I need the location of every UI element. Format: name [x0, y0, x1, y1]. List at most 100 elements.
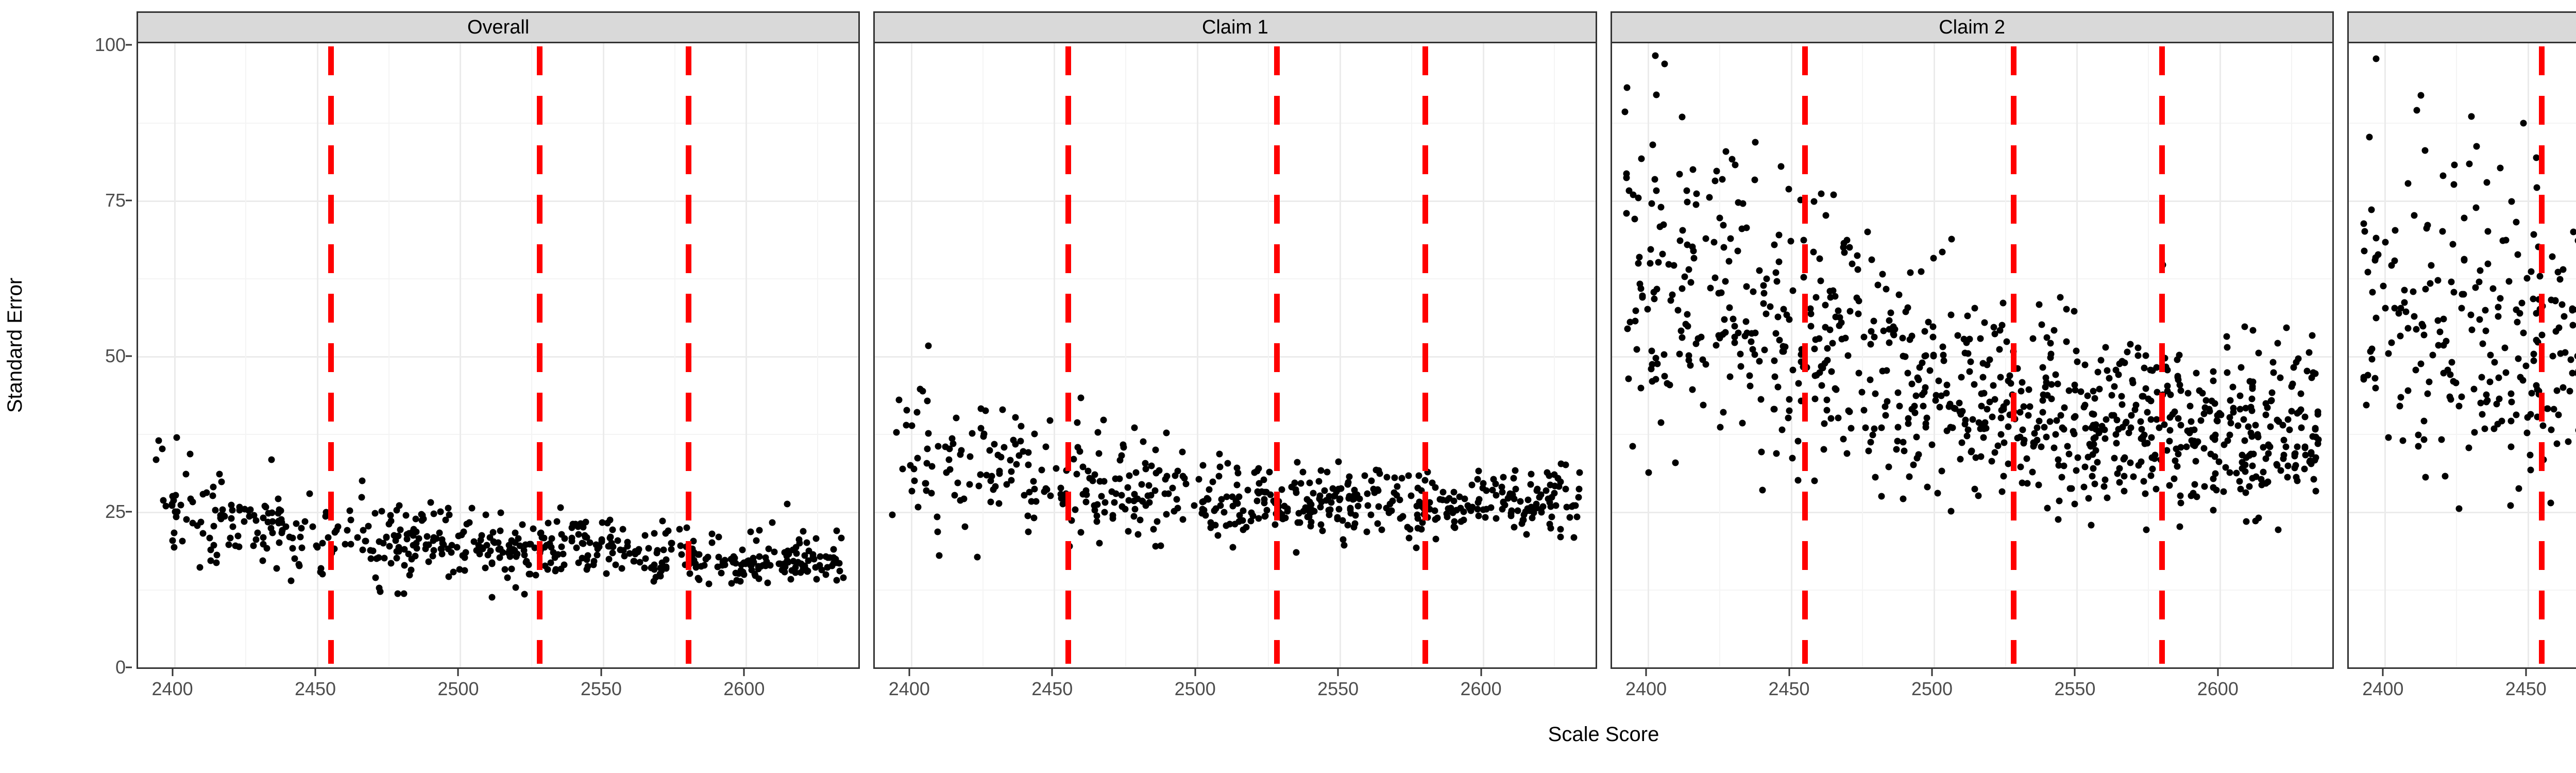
data-point: [1408, 492, 1415, 499]
data-point: [1819, 364, 1826, 372]
data-point: [708, 539, 716, 546]
data-point: [1759, 486, 1766, 494]
data-point: [2071, 308, 2078, 315]
data-point: [1623, 174, 1630, 181]
data-point: [1260, 476, 1267, 483]
data-point: [2036, 417, 2043, 425]
data-point: [1317, 521, 1325, 528]
data-point: [599, 519, 606, 526]
data-point: [1772, 330, 1780, 337]
data-point: [2366, 133, 2373, 141]
data-point: [838, 534, 845, 542]
data-point: [659, 517, 666, 525]
data-point: [1760, 300, 1767, 307]
data-point: [683, 524, 690, 531]
data-point: [1908, 380, 1916, 388]
data-point: [171, 544, 178, 551]
data-point: [1777, 163, 1785, 170]
data-point: [1929, 333, 1937, 341]
data-point: [1748, 338, 1755, 345]
data-point: [1739, 419, 1746, 427]
data-point: [2495, 313, 2502, 320]
gridline-minor-vertical: [1862, 43, 1863, 667]
data-point: [1415, 472, 1422, 479]
data-point: [1930, 352, 1937, 360]
data-point: [2434, 317, 2442, 324]
data-point: [2364, 268, 2371, 276]
data-point: [1669, 291, 1676, 298]
data-point: [393, 554, 400, 562]
data-point: [2175, 415, 2182, 422]
data-point: [213, 559, 220, 566]
data-point: [408, 566, 415, 574]
data-point: [2081, 361, 2089, 368]
data-point: [899, 465, 906, 473]
data-point: [1150, 526, 1157, 533]
data-point: [1716, 214, 1723, 222]
data-point: [586, 539, 594, 546]
data-point: [1878, 424, 1885, 431]
data-point: [1935, 377, 1942, 384]
data-point: [2124, 348, 2131, 356]
data-point: [2455, 505, 2463, 512]
data-point: [1335, 458, 1342, 465]
data-point: [1780, 306, 1787, 313]
data-point: [1869, 431, 1876, 439]
data-point: [2174, 463, 2181, 470]
gridline-major-vertical: [1482, 43, 1484, 667]
data-point: [1018, 423, 1025, 430]
data-point: [1702, 361, 1709, 368]
data-point: [1760, 282, 1767, 289]
data-point: [2176, 351, 2183, 359]
data-point: [765, 545, 772, 552]
data-point: [2129, 377, 2136, 384]
data-point: [1112, 490, 1120, 497]
data-point: [527, 570, 534, 578]
data-point: [641, 564, 648, 572]
data-point: [2501, 344, 2509, 351]
data-point: [547, 559, 554, 566]
data-point: [429, 552, 436, 560]
data-point: [784, 557, 791, 564]
data-point: [1125, 528, 1131, 535]
data-point: [1785, 414, 1792, 422]
data-point: [2177, 444, 2184, 451]
data-point: [1921, 389, 1928, 396]
data-point: [2127, 459, 2134, 466]
data-point: [1047, 492, 1054, 499]
data-point: [1191, 502, 1198, 509]
data-point: [1261, 513, 1268, 520]
data-point: [2081, 463, 2089, 470]
data-point: [391, 532, 398, 539]
data-point: [1324, 468, 1331, 476]
data-point: [755, 565, 762, 573]
data-point: [2048, 395, 2055, 402]
data-point: [1689, 386, 1696, 393]
data-point: [2519, 377, 2527, 384]
data-point: [2135, 462, 2142, 469]
data-point: [2061, 404, 2068, 411]
data-point: [2260, 468, 2267, 476]
data-point: [438, 536, 446, 543]
data-point: [2402, 308, 2410, 315]
gridline-minor-horizontal: [875, 278, 1596, 279]
data-point: [2397, 394, 2404, 401]
data-point: [2410, 288, 2417, 295]
data-point: [1775, 258, 1783, 265]
data-point: [1771, 406, 1778, 413]
data-point: [1651, 295, 1658, 303]
data-point: [1404, 524, 1411, 531]
data-point: [187, 495, 194, 502]
data-point: [2003, 338, 2010, 345]
data-point: [1001, 444, 1008, 451]
data-point: [2481, 425, 2488, 432]
data-point: [2142, 490, 2149, 497]
data-point: [2046, 418, 2054, 425]
data-point: [2434, 277, 2442, 284]
data-point: [2017, 463, 2024, 470]
data-point: [1644, 306, 1651, 313]
data-point: [2530, 357, 2537, 364]
data-point: [2058, 474, 2065, 481]
data-point: [2248, 395, 2256, 402]
data-point: [373, 555, 380, 562]
